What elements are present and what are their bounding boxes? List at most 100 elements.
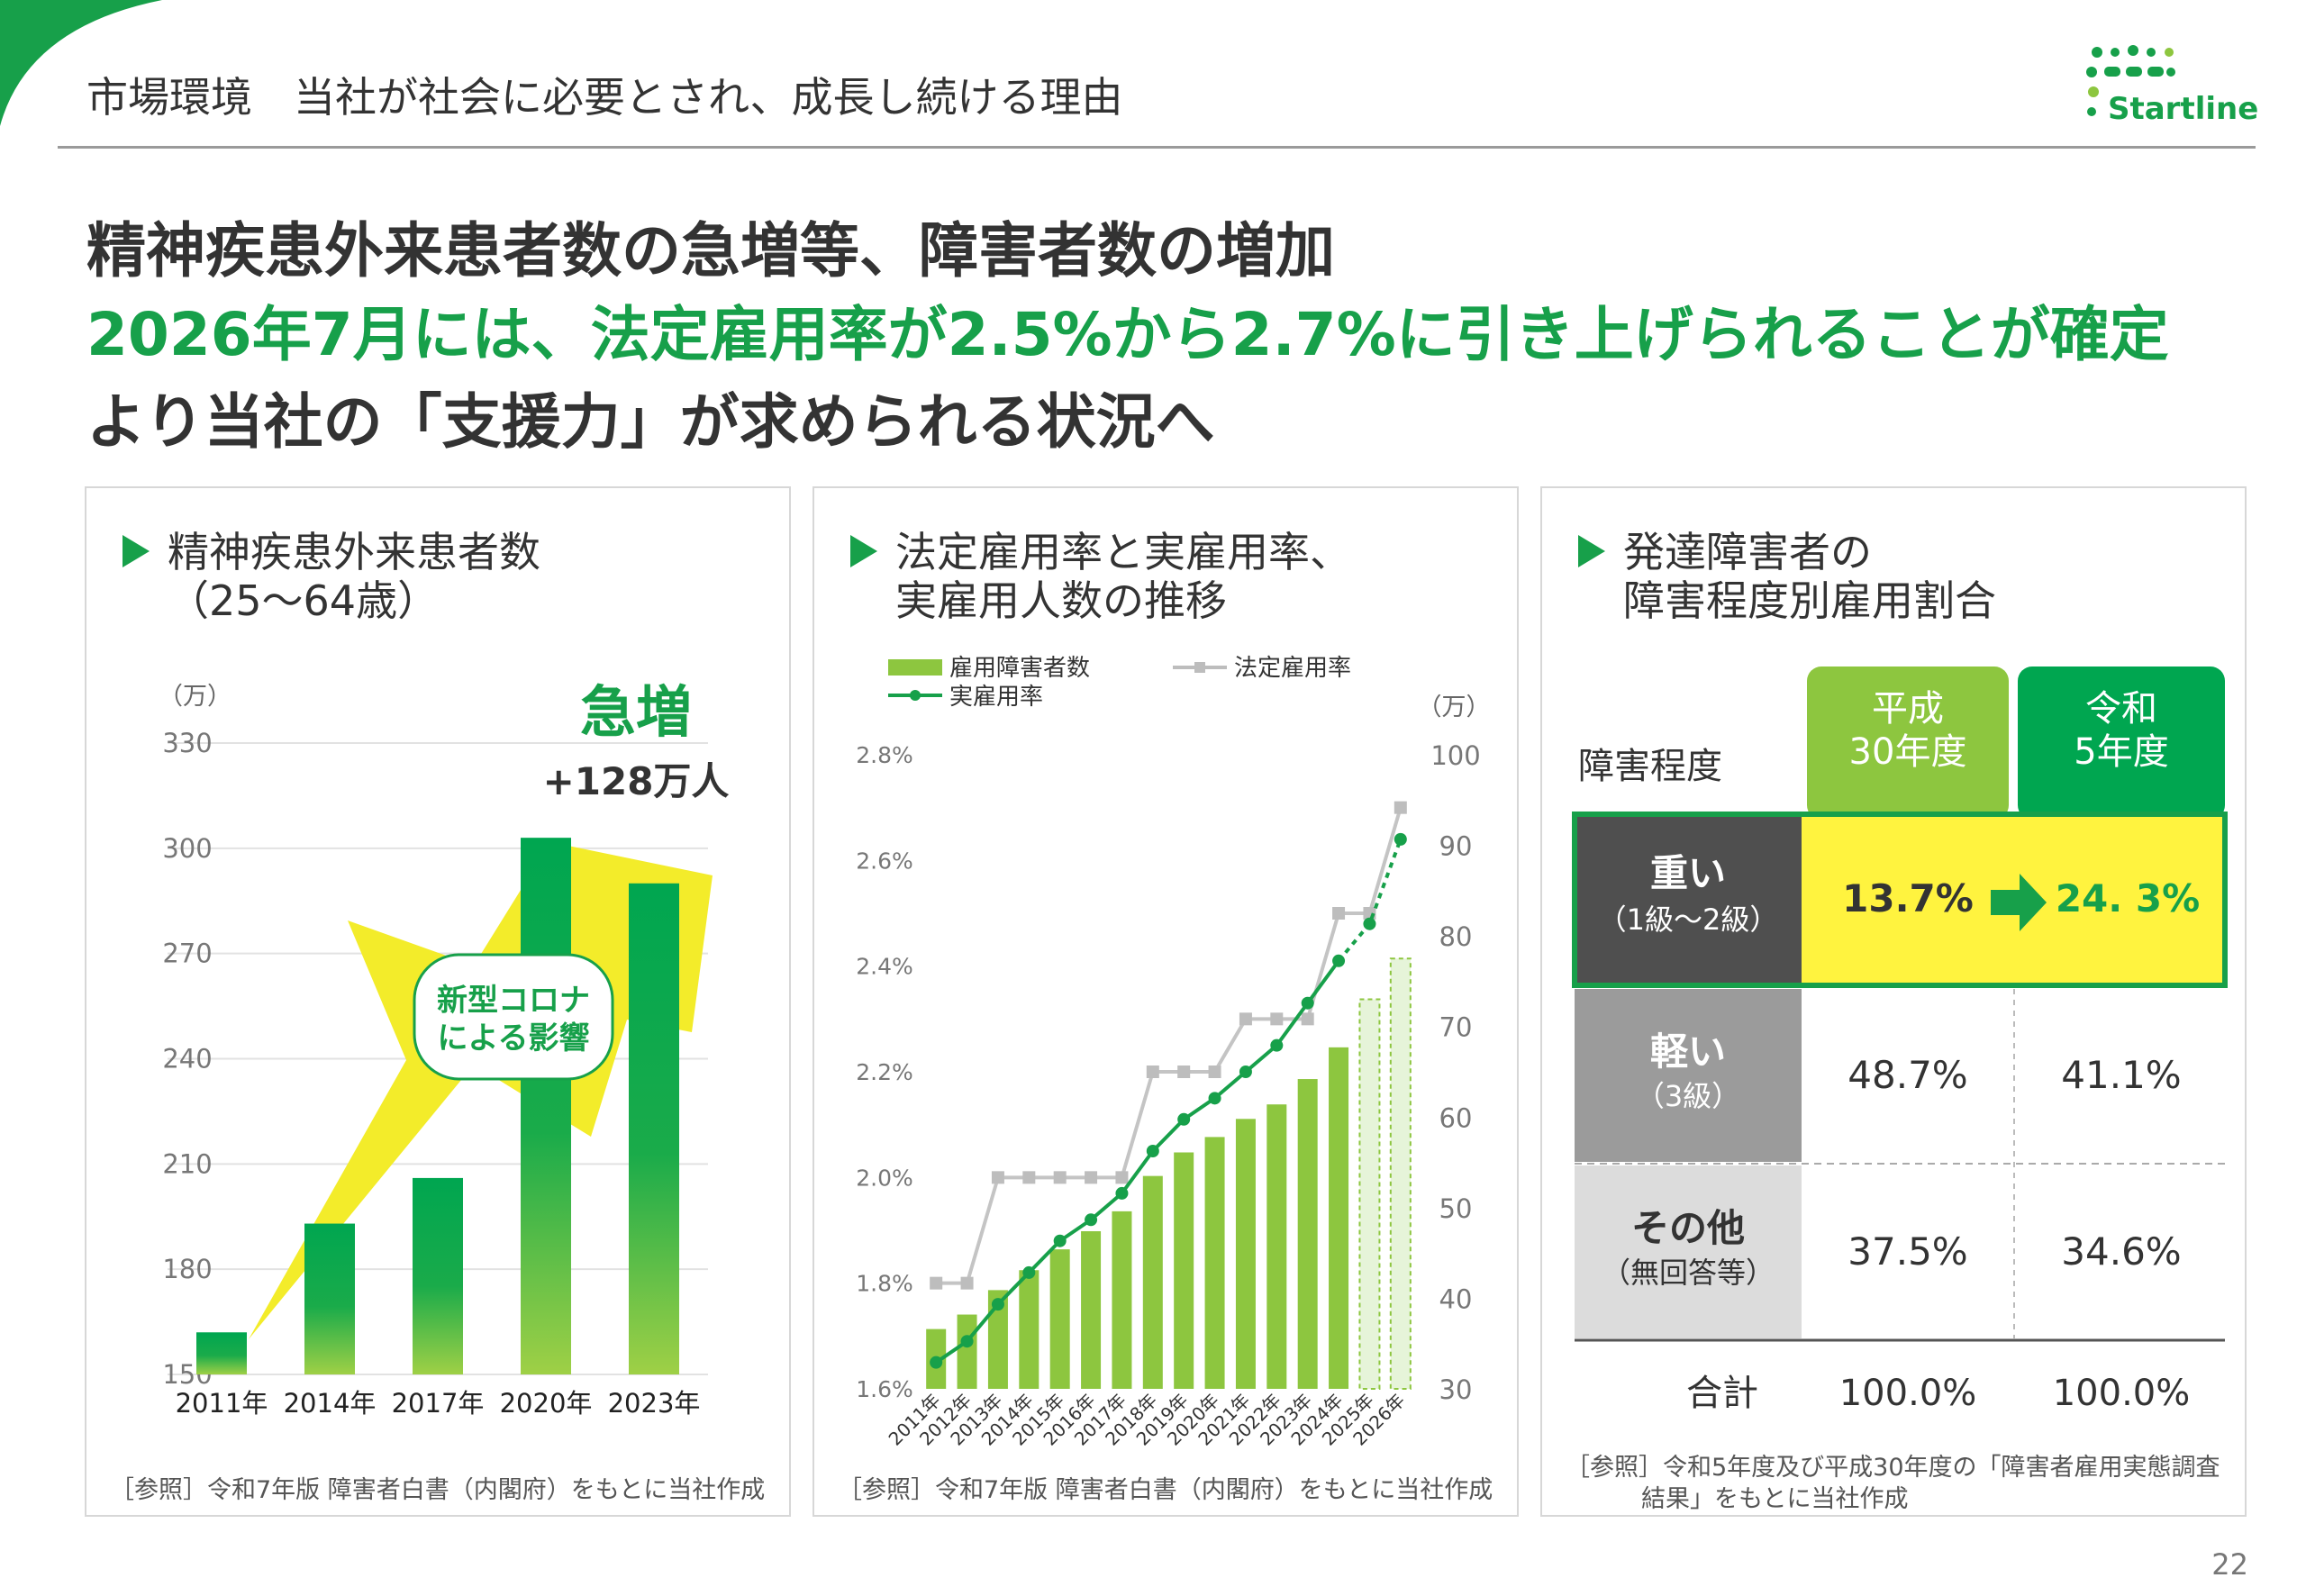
bar-2026年 — [1389, 957, 1412, 1390]
covid-text-1: 新型コロナ — [437, 983, 590, 1019]
x-tick-label: 2017年 — [392, 1388, 485, 1419]
right-tick-label: 30 — [1439, 1374, 1473, 1405]
source-note: ［参照］令和7年版 障害者白書（内閣府）をもとに当社作成 — [110, 1476, 766, 1504]
col-header-h30 — [1807, 667, 2009, 820]
actual-rate-marker — [1177, 1112, 1191, 1126]
svg-text:平成: 平成 — [1872, 688, 1944, 730]
left-tick-label: 2.0% — [856, 1165, 913, 1191]
y-tick-label: 300 — [162, 833, 212, 864]
covid-text-2: による影響 — [438, 1020, 590, 1056]
bar-2014年 — [1019, 1270, 1040, 1389]
actual-rate-marker — [1208, 1092, 1221, 1105]
legal-rate-marker — [1301, 1012, 1314, 1026]
bar-2019年 — [1174, 1152, 1194, 1389]
panel-employment-rate: 法定雇用率と実雇用率、 実雇用人数の推移 雇用障害者数 法定雇用率 実雇用率 （万） 1… — [813, 486, 1519, 1517]
panel-title: 発達障害者の 障害程度別雇用割合 — [1623, 528, 1996, 626]
legend-bar-swatch — [888, 659, 942, 676]
panel-outpatients: 精神疾患外来患者数 （25～64歳） （万） 150 180 210 240 270 300… — [85, 486, 791, 1517]
arrow-right-icon — [1991, 874, 2047, 931]
surge-label: 急増 — [580, 679, 692, 745]
actual-rate-marker — [1270, 1038, 1284, 1052]
right-tick-label: 50 — [1439, 1193, 1473, 1224]
actual-rate-marker — [991, 1298, 1004, 1311]
svg-text:41.1%: 41.1% — [2061, 1053, 2181, 1097]
svg-text:34.6%: 34.6% — [2061, 1229, 2181, 1274]
triangle-bullet-icon — [850, 535, 877, 567]
svg-text:軽い: 軽い — [1650, 1029, 1726, 1074]
svg-text:37.5%: 37.5% — [1848, 1229, 1967, 1274]
actual-rate-marker — [1115, 1186, 1129, 1200]
actual-rate-marker — [1146, 1145, 1159, 1157]
actual-rate-marker — [1022, 1265, 1036, 1279]
legal-rate-marker — [1022, 1171, 1036, 1184]
triangle-bullet-icon — [123, 535, 150, 567]
legal-rate-marker — [930, 1276, 943, 1290]
logo-text: Startline — [2108, 91, 2258, 127]
highlight-border — [1572, 812, 2228, 988]
legal-rate-marker — [1115, 1171, 1129, 1184]
y-tick-label: 180 — [162, 1254, 212, 1284]
actual-rate-marker — [1239, 1066, 1252, 1078]
bar-2015年 — [1049, 1249, 1070, 1389]
right-tick-label: 90 — [1439, 831, 1473, 862]
col-header-r5 — [2018, 667, 2225, 820]
left-tick-label: 1.6% — [856, 1376, 913, 1402]
legal-rate-marker — [960, 1276, 974, 1290]
source-note: ［参照］令和7年版 障害者白書（内閣府）をもとに当社作成 — [838, 1476, 1493, 1504]
x-tick-label: 2014年 — [284, 1388, 377, 1419]
disability-table: 障害程度 平成 30年度 令和 5年度 重い （1級～2級） 13.7% 24.… — [1572, 667, 2228, 1414]
svg-text:48.7%: 48.7% — [1848, 1053, 1967, 1097]
x-tick-label: 2020年 — [500, 1388, 593, 1419]
legal-rate-line — [936, 807, 1403, 1285]
legal-rate-marker — [1177, 1066, 1191, 1078]
x-tick-label: 2023年 — [608, 1388, 701, 1419]
bar-2017年 — [1112, 1211, 1132, 1389]
svg-text:13.7%: 13.7% — [1842, 876, 1974, 920]
row-label-heavy — [1575, 814, 1802, 985]
y-tick-label: 330 — [162, 728, 212, 758]
right-tick-label: 40 — [1439, 1283, 1473, 1314]
covid-bubble — [413, 953, 614, 1081]
headline-line-3: より当社の「支援力」が求められる状況へ — [86, 387, 1215, 457]
bar-2022年 — [1266, 1104, 1287, 1389]
bar-2025年 — [1358, 998, 1381, 1390]
bar-2016年 — [1081, 1231, 1102, 1389]
header-divider — [58, 146, 2256, 149]
svg-text:その他: その他 — [1631, 1206, 1745, 1250]
triangle-bullet-icon — [1578, 535, 1605, 567]
bar-2023年 — [1297, 1079, 1318, 1389]
y-tick-label: 270 — [162, 939, 212, 969]
legend-bar-label: 雇用障害者数 — [949, 655, 1090, 682]
y-tick-label: 240 — [162, 1044, 212, 1075]
panel-title: 精神疾患外来患者数 （25～64歳） — [168, 528, 540, 626]
right-tick-label: 60 — [1439, 1102, 1473, 1133]
actual-rate-marker — [1053, 1234, 1067, 1247]
bar-2023年 — [629, 883, 679, 1374]
svg-text:（無回答等）: （無回答等） — [1602, 1256, 1775, 1290]
startline-logo: Startline — [2081, 43, 2261, 133]
legal-rate-marker — [1239, 1012, 1252, 1026]
svg-text:合計: 合計 — [1686, 1373, 1758, 1414]
bar-2024年 — [1329, 1047, 1349, 1389]
headline-line-1: 精神疾患外来患者数の急増等、障害者数の増加 — [86, 216, 1335, 286]
panel-disability-ratio: 発達障害者の 障害程度別雇用割合 障害程度 平成 30年度 令和 5年度 重い … — [1540, 486, 2247, 1517]
legend-legal-marker — [1194, 662, 1205, 673]
legal-rate-marker — [1085, 1171, 1098, 1184]
svg-text:（3級）: （3級） — [1636, 1079, 1740, 1113]
actual-rate-projected-line — [1337, 839, 1403, 963]
svg-text:100.0%: 100.0% — [1839, 1373, 1977, 1414]
svg-text:100.0%: 100.0% — [2053, 1373, 2191, 1414]
legal-rate-marker — [1053, 1171, 1067, 1184]
source-note: ［参照］令和5年度及び平成30年度の「障害者雇用実態調査 結果」をもとに当社作成 — [1566, 1454, 2220, 1514]
legal-rate-marker — [1208, 1066, 1221, 1078]
bar-2013年 — [987, 1290, 1008, 1389]
legend-actual-marker — [910, 690, 921, 701]
actual-rate-line — [935, 959, 1340, 1365]
y-tick-label: 210 — [162, 1148, 212, 1179]
left-tick-label: 2.2% — [856, 1059, 913, 1085]
actual-rate-marker — [1301, 996, 1314, 1010]
header-label: 障害程度 — [1578, 746, 1722, 787]
left-tick-label: 2.6% — [856, 848, 913, 874]
